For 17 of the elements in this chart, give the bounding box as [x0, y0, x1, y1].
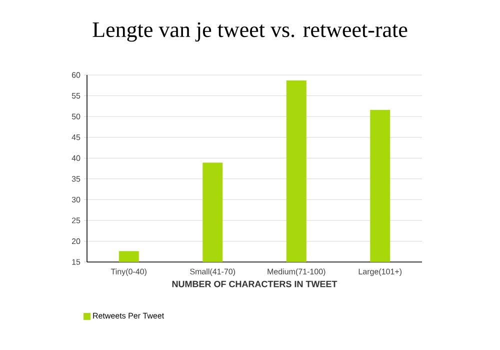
y-tick-label: 40 [72, 155, 80, 161]
legend-label: Retweets Per Tweet [93, 312, 164, 319]
y-tick-label: 45 [72, 134, 80, 140]
x-tick-label: Tiny(0-40) [110, 268, 146, 276]
x-tick-label: Medium(71-100) [268, 268, 326, 276]
chart-title: Lengte van je tweet vs. retweet-rate [92, 22, 408, 42]
y-tick-label: 50 [72, 114, 80, 120]
y-tick-label: 15 [72, 259, 80, 265]
y-tick-label: 25 [72, 218, 80, 224]
y-tick-label: 55 [72, 92, 80, 99]
y-tick-label: 35 [72, 176, 80, 182]
y-tick-label: 30 [72, 196, 80, 202]
y-tick-label: 60 [72, 72, 80, 78]
y-tick-label: 20 [72, 238, 80, 244]
x-tick-label: Small(41-70) [190, 268, 236, 276]
x-tick-label: Large(101+) [358, 268, 402, 276]
x-axis-title: NUMBER OF CHARACTERS IN TWEET [172, 280, 338, 288]
